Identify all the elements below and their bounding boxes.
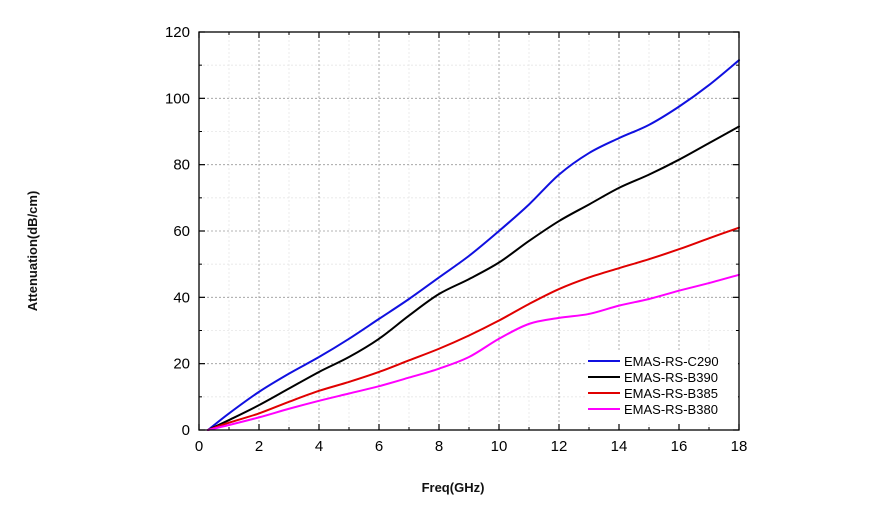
- x-tick-label: 2: [255, 438, 263, 455]
- legend-label: EMAS-RS-B380: [624, 402, 718, 417]
- x-axis-title: Freq(GHz): [422, 480, 485, 495]
- legend-label: EMAS-RS-B385: [624, 386, 718, 401]
- series-line-emas-rs-b385: [207, 226, 740, 431]
- y-tick-label: 120: [165, 24, 190, 41]
- x-tick-label: 6: [375, 438, 383, 455]
- y-tick-label: 20: [173, 356, 190, 373]
- x-tick-label: 14: [611, 438, 628, 455]
- y-tick-label: 40: [173, 289, 190, 306]
- legend-label: EMAS-RS-C290: [624, 354, 719, 369]
- x-tick-label: 12: [551, 438, 568, 455]
- series-line-emas-rs-c290: [207, 59, 740, 431]
- plot-frame: [198, 31, 740, 431]
- x-tick-label: 10: [491, 438, 508, 455]
- series-line-emas-rs-b390: [207, 125, 740, 431]
- legend: EMAS-RS-C290EMAS-RS-B390EMAS-RS-B385EMAS…: [586, 352, 738, 422]
- y-axis-title: Attenuation(dB/cm): [25, 191, 40, 312]
- x-tick-label: 8: [435, 438, 443, 455]
- x-tick-label: 4: [315, 438, 323, 455]
- legend-label: EMAS-RS-B390: [624, 370, 718, 385]
- x-tick-label: 16: [671, 438, 688, 455]
- y-tick-label: 0: [182, 422, 190, 439]
- x-tick-label: 18: [731, 438, 748, 455]
- y-tick-label: 80: [173, 157, 190, 174]
- plot-area: 0 2 4 6 8 10 12 14 16 18 0 20 40 60 80 100 120 EMAS-RS-C2…: [165, 24, 747, 455]
- y-tick-label: 100: [165, 90, 190, 107]
- legend-box: [586, 352, 738, 422]
- x-tick-label: 0: [195, 438, 203, 455]
- series-line-emas-rs-b380: [207, 273, 740, 431]
- y-tick-label: 60: [173, 223, 190, 240]
